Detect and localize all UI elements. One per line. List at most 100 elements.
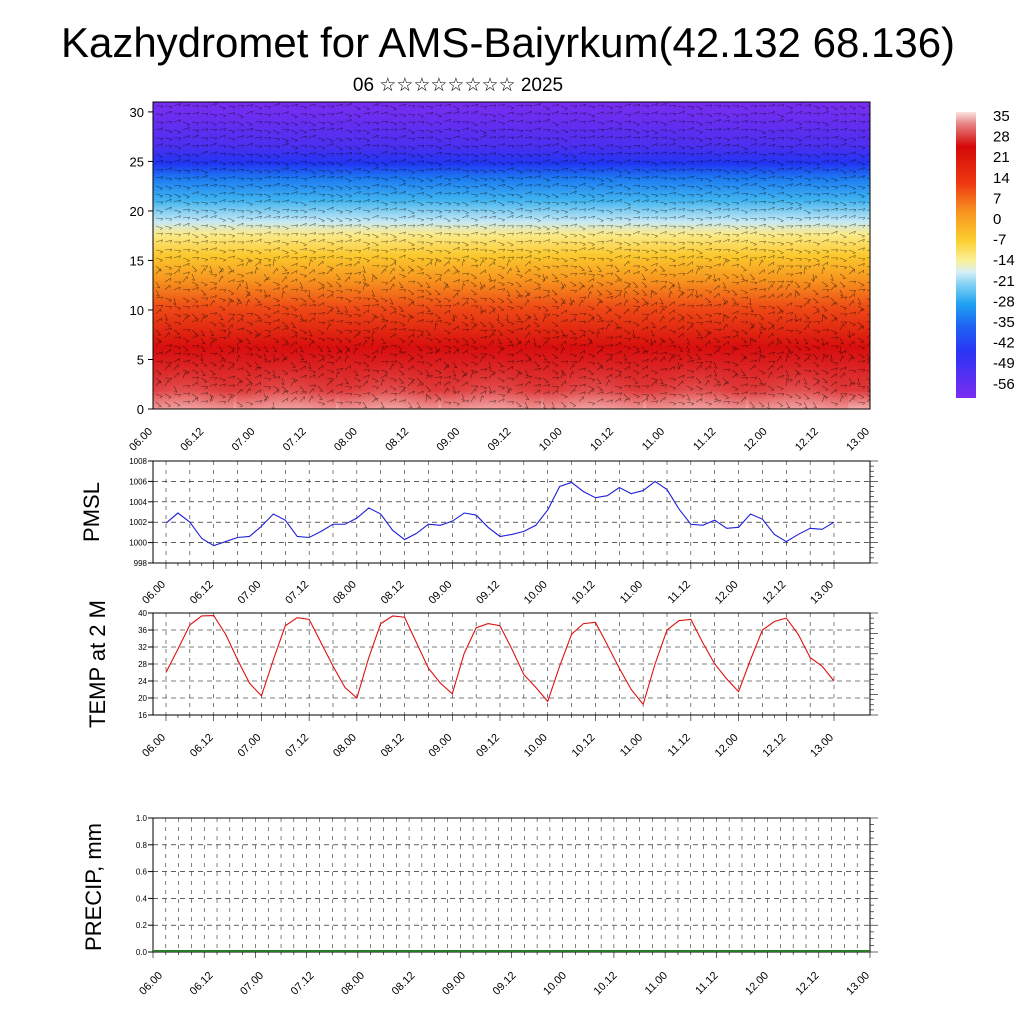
wind-barb	[272, 129, 280, 134]
wind-barb-flag	[458, 160, 461, 164]
wind-barb	[182, 153, 190, 156]
wind-barb	[668, 129, 676, 133]
wind-barb-flag	[259, 112, 263, 116]
wind-barb-flag	[682, 106, 686, 110]
wind-barb	[722, 169, 730, 173]
wind-barb	[551, 129, 559, 133]
wind-barb	[263, 129, 271, 133]
wind-barb	[722, 151, 730, 155]
wind-barb-flag	[449, 111, 451, 115]
wind-barb-flag	[277, 146, 281, 149]
wind-barb-flag	[232, 163, 236, 166]
wind-barb-flag	[826, 169, 830, 173]
wind-barb-flag	[530, 143, 532, 147]
wind-barb	[272, 121, 280, 124]
wind-barb-flag	[835, 153, 839, 157]
wind-barb-flag	[448, 138, 452, 141]
wind-barb-flag	[548, 159, 550, 163]
wind-barb-flag	[458, 168, 461, 172]
wind-barb-flag	[683, 120, 686, 124]
wind-barb-flag	[206, 175, 208, 179]
wind-barb	[776, 161, 784, 166]
wind-barb-flag	[872, 128, 873, 131]
wind-barb-flag	[277, 170, 281, 174]
wind-barb-flag	[287, 142, 289, 147]
wind-barb	[497, 143, 505, 147]
wind-barb	[785, 119, 793, 123]
wind-barb	[164, 129, 172, 132]
wind-barb-flag	[782, 167, 784, 171]
wind-barb	[416, 136, 424, 139]
wind-barb	[308, 161, 316, 165]
wind-barb	[605, 135, 613, 139]
wind-barb	[290, 151, 298, 155]
wind-barb	[587, 113, 595, 117]
wind-barb-flag	[862, 114, 866, 117]
wind-barb	[263, 153, 271, 158]
wind-barb	[587, 169, 595, 172]
wind-barb	[713, 128, 721, 131]
wind-barb-flag	[232, 169, 236, 173]
wind-barb	[398, 145, 406, 148]
wind-barb	[191, 153, 199, 156]
wind-barb	[659, 136, 667, 139]
wind-barb-flag	[764, 158, 766, 162]
wind-barb	[299, 129, 307, 133]
wind-barb	[857, 167, 865, 171]
wind-barb-flag	[871, 316, 874, 318]
wind-barb	[380, 168, 388, 171]
wind-barb	[344, 119, 352, 123]
wind-barb	[776, 104, 784, 107]
wind-barb	[848, 159, 856, 163]
wind-barb-flag	[493, 179, 497, 182]
wind-barb-flag	[375, 164, 379, 167]
wind-barb-flag	[349, 139, 352, 142]
wind-barb	[857, 145, 865, 148]
wind-barb	[722, 143, 730, 147]
wind-barb	[245, 177, 253, 180]
wind-barb-flag	[710, 142, 712, 146]
wind-barb-flag	[332, 152, 335, 156]
wind-barb-flag	[177, 131, 181, 134]
wind-barb-flag	[655, 137, 659, 141]
wind-barb-flag	[404, 127, 406, 131]
wind-barb-flag	[385, 105, 389, 109]
wind-barb-flag	[350, 158, 352, 162]
wind-barb-flag	[845, 143, 847, 147]
wind-barb-flag	[314, 134, 316, 138]
wind-barb-flag	[196, 155, 200, 158]
wind-barb-flag	[170, 167, 172, 171]
wind-barb-flag	[404, 103, 406, 107]
wind-barb-flag	[215, 128, 218, 132]
wind-barb	[308, 134, 316, 139]
wind-barb-flag	[530, 136, 533, 140]
wind-barb	[740, 169, 748, 173]
wind-barb-flag	[412, 138, 416, 142]
wind-barb-flag	[242, 144, 245, 148]
wind-barb	[461, 111, 469, 115]
wind-barb	[362, 175, 370, 179]
wind-barb-flag	[791, 119, 793, 123]
wind-barb-flag	[457, 130, 461, 133]
wind-barb-flag	[502, 155, 505, 158]
wind-barb	[569, 145, 577, 148]
wind-barb	[245, 142, 253, 147]
wind-barb-flag	[674, 151, 676, 155]
wind-barb-flag	[232, 121, 236, 125]
wind-barb-flag	[502, 122, 506, 126]
wind-barb-flag	[836, 136, 839, 140]
wind-barb-flag	[872, 147, 874, 149]
wind-barb-flag	[692, 127, 694, 131]
wind-barb	[767, 144, 775, 147]
wind-barb	[155, 153, 163, 158]
wind-barb	[308, 121, 316, 126]
wind-barb-flag	[240, 164, 244, 167]
wind-barb-flag	[322, 163, 326, 166]
surface-heating-blob	[153, 334, 234, 409]
wind-barb	[389, 169, 398, 171]
wind-barb-flag	[484, 178, 488, 182]
wind-barb-flag	[710, 128, 713, 132]
wind-barb	[686, 113, 694, 116]
wind-barb-flag	[188, 159, 190, 163]
wind-barb-flag	[160, 169, 164, 173]
